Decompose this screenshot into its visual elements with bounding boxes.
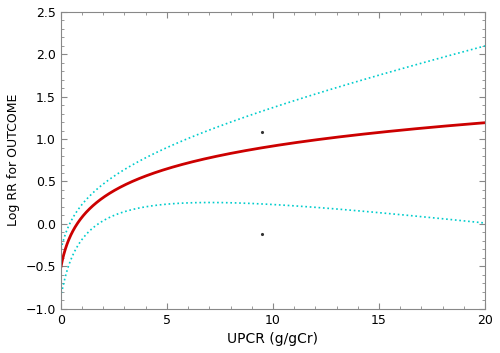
Y-axis label: Log RR for OUTCOME: Log RR for OUTCOME <box>7 94 20 227</box>
X-axis label: UPCR (g/gCr): UPCR (g/gCr) <box>228 332 318 346</box>
